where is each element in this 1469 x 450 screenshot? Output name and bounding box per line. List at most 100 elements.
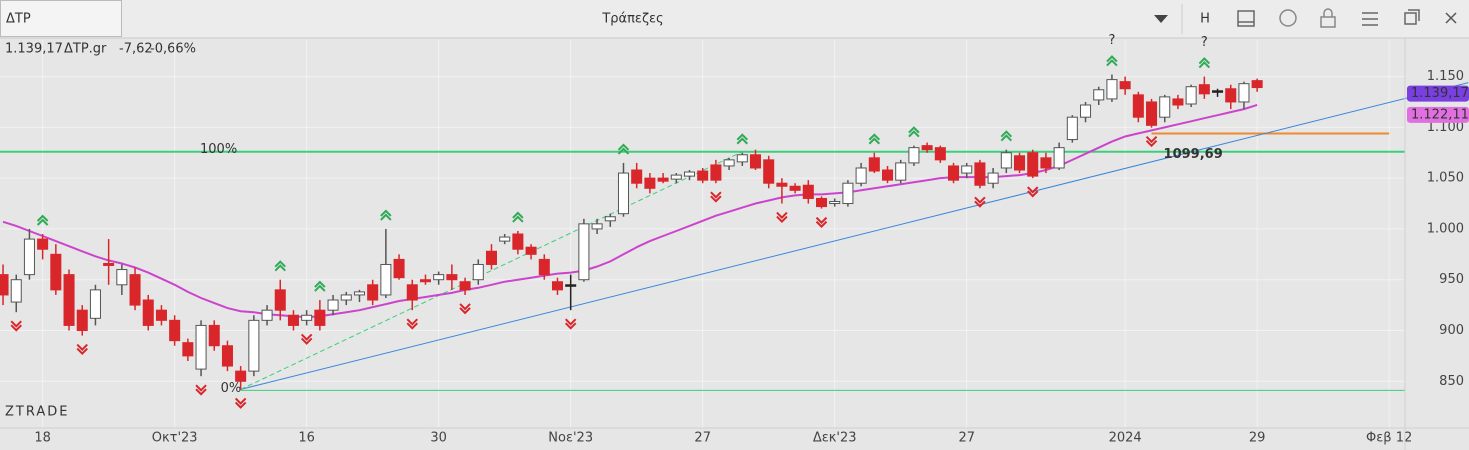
candle-body [1146, 101, 1158, 126]
candle-body [617, 172, 630, 215]
candle-body [631, 169, 643, 184]
candle-body [908, 147, 920, 164]
candle-body [776, 182, 788, 187]
dropdown-icon[interactable] [1154, 15, 1168, 23]
lock-icon[interactable] [1320, 16, 1336, 28]
candle-body [987, 172, 999, 184]
sell-signal [300, 333, 313, 345]
candle-body [182, 342, 194, 357]
x-tick-label: Οκτ'23 [152, 431, 198, 446]
y-tick-label: 950 [1439, 272, 1464, 287]
restore-icon-back [1408, 9, 1420, 21]
window-title: Τράπεζες [601, 12, 663, 27]
candle-body [974, 162, 986, 186]
buy-signal [617, 143, 630, 155]
sell-signal [76, 343, 88, 355]
legend-price: 1.139,17 [5, 42, 63, 57]
candle-body [578, 223, 590, 281]
candle-body [353, 291, 365, 296]
signal-question: ? [1108, 33, 1115, 48]
candle-body [683, 171, 696, 177]
sell-signal [10, 320, 22, 332]
candle-body [1251, 80, 1263, 89]
trendline [240, 82, 1469, 390]
x-tick-label: 30 [430, 431, 447, 446]
buy-signal [36, 214, 49, 226]
sell-signal [1145, 135, 1158, 148]
legend-change: -7,62 [119, 42, 153, 57]
candle-body [63, 274, 75, 326]
sell-signal [974, 196, 986, 208]
x-tick-label: 18 [34, 431, 51, 446]
candle-body [89, 289, 101, 319]
candle-body [565, 284, 577, 287]
candle-body [261, 309, 273, 321]
candle-body [406, 284, 418, 301]
x-tick-label: 29 [1249, 431, 1266, 446]
fib-label: 0% [221, 381, 242, 396]
candle-body [485, 250, 497, 265]
candle-body [155, 309, 167, 321]
buy-signal [274, 260, 286, 272]
sell-signal [459, 303, 471, 315]
candle-body [1080, 104, 1092, 118]
candle-body [116, 269, 128, 286]
price-tag-label: 1.122,11 [1411, 107, 1469, 122]
panel-icon[interactable] [1237, 10, 1255, 27]
x-tick-label: 16 [298, 431, 315, 446]
candle-body [274, 289, 286, 311]
close-icon[interactable] [1445, 12, 1457, 24]
candle-body [1119, 81, 1131, 90]
h-button[interactable]: H [1200, 12, 1210, 27]
candle-body [314, 309, 326, 326]
candle-body [551, 281, 564, 291]
sell-signal [564, 318, 577, 330]
buy-signal [380, 209, 392, 221]
candle-body [195, 324, 207, 370]
y-tick-label: 1.150 [1427, 69, 1464, 84]
buy-signal [868, 133, 881, 145]
candle-body [710, 164, 722, 181]
y-tick-label: 900 [1439, 323, 1464, 338]
candle-body [512, 233, 524, 250]
symbol-box[interactable] [0, 0, 122, 37]
candle-body [0, 274, 9, 296]
candle-body [921, 145, 933, 151]
y-tick-label: 1.050 [1427, 171, 1464, 186]
candle-body [525, 246, 537, 255]
symbol[interactable]: ΔΤΡ [6, 12, 31, 27]
x-tick-label: Φεβ 12 [1366, 431, 1412, 446]
lock-shackle [1323, 8, 1333, 17]
candle-body [1185, 86, 1197, 105]
candle-body [327, 299, 339, 311]
candle-body [868, 157, 880, 172]
candle-body [1066, 116, 1078, 141]
sell-signal [776, 211, 788, 223]
buy-signal [314, 280, 326, 292]
x-tick-label: 2024 [1109, 431, 1142, 446]
buy-signal [1198, 57, 1211, 69]
candle-body [1212, 90, 1224, 93]
candle-body [103, 262, 115, 266]
sell-signal [195, 384, 207, 396]
sell-signal [815, 216, 828, 229]
candle-body [670, 174, 682, 180]
sell-signal [406, 318, 418, 330]
sell-signal [234, 397, 247, 409]
y-tick-label: 1.100 [1427, 120, 1464, 135]
x-tick-label: Δεκ'23 [813, 431, 857, 446]
candle-body [287, 314, 299, 326]
candle-body [842, 182, 854, 205]
x-tick-label: 27 [694, 431, 711, 446]
candle-body [591, 223, 603, 230]
candle-body [367, 284, 379, 301]
restore-icon[interactable] [1404, 12, 1417, 25]
menu-icon[interactable] [1362, 12, 1378, 26]
candle-body [1040, 157, 1052, 169]
comment-icon[interactable] [1279, 9, 1297, 27]
price-tag [1407, 106, 1469, 123]
candle-body [208, 324, 220, 347]
legend-change-pct: -0,66% [150, 42, 196, 57]
x-tick-label: Νοε'23 [548, 431, 593, 446]
trendline [240, 151, 743, 390]
